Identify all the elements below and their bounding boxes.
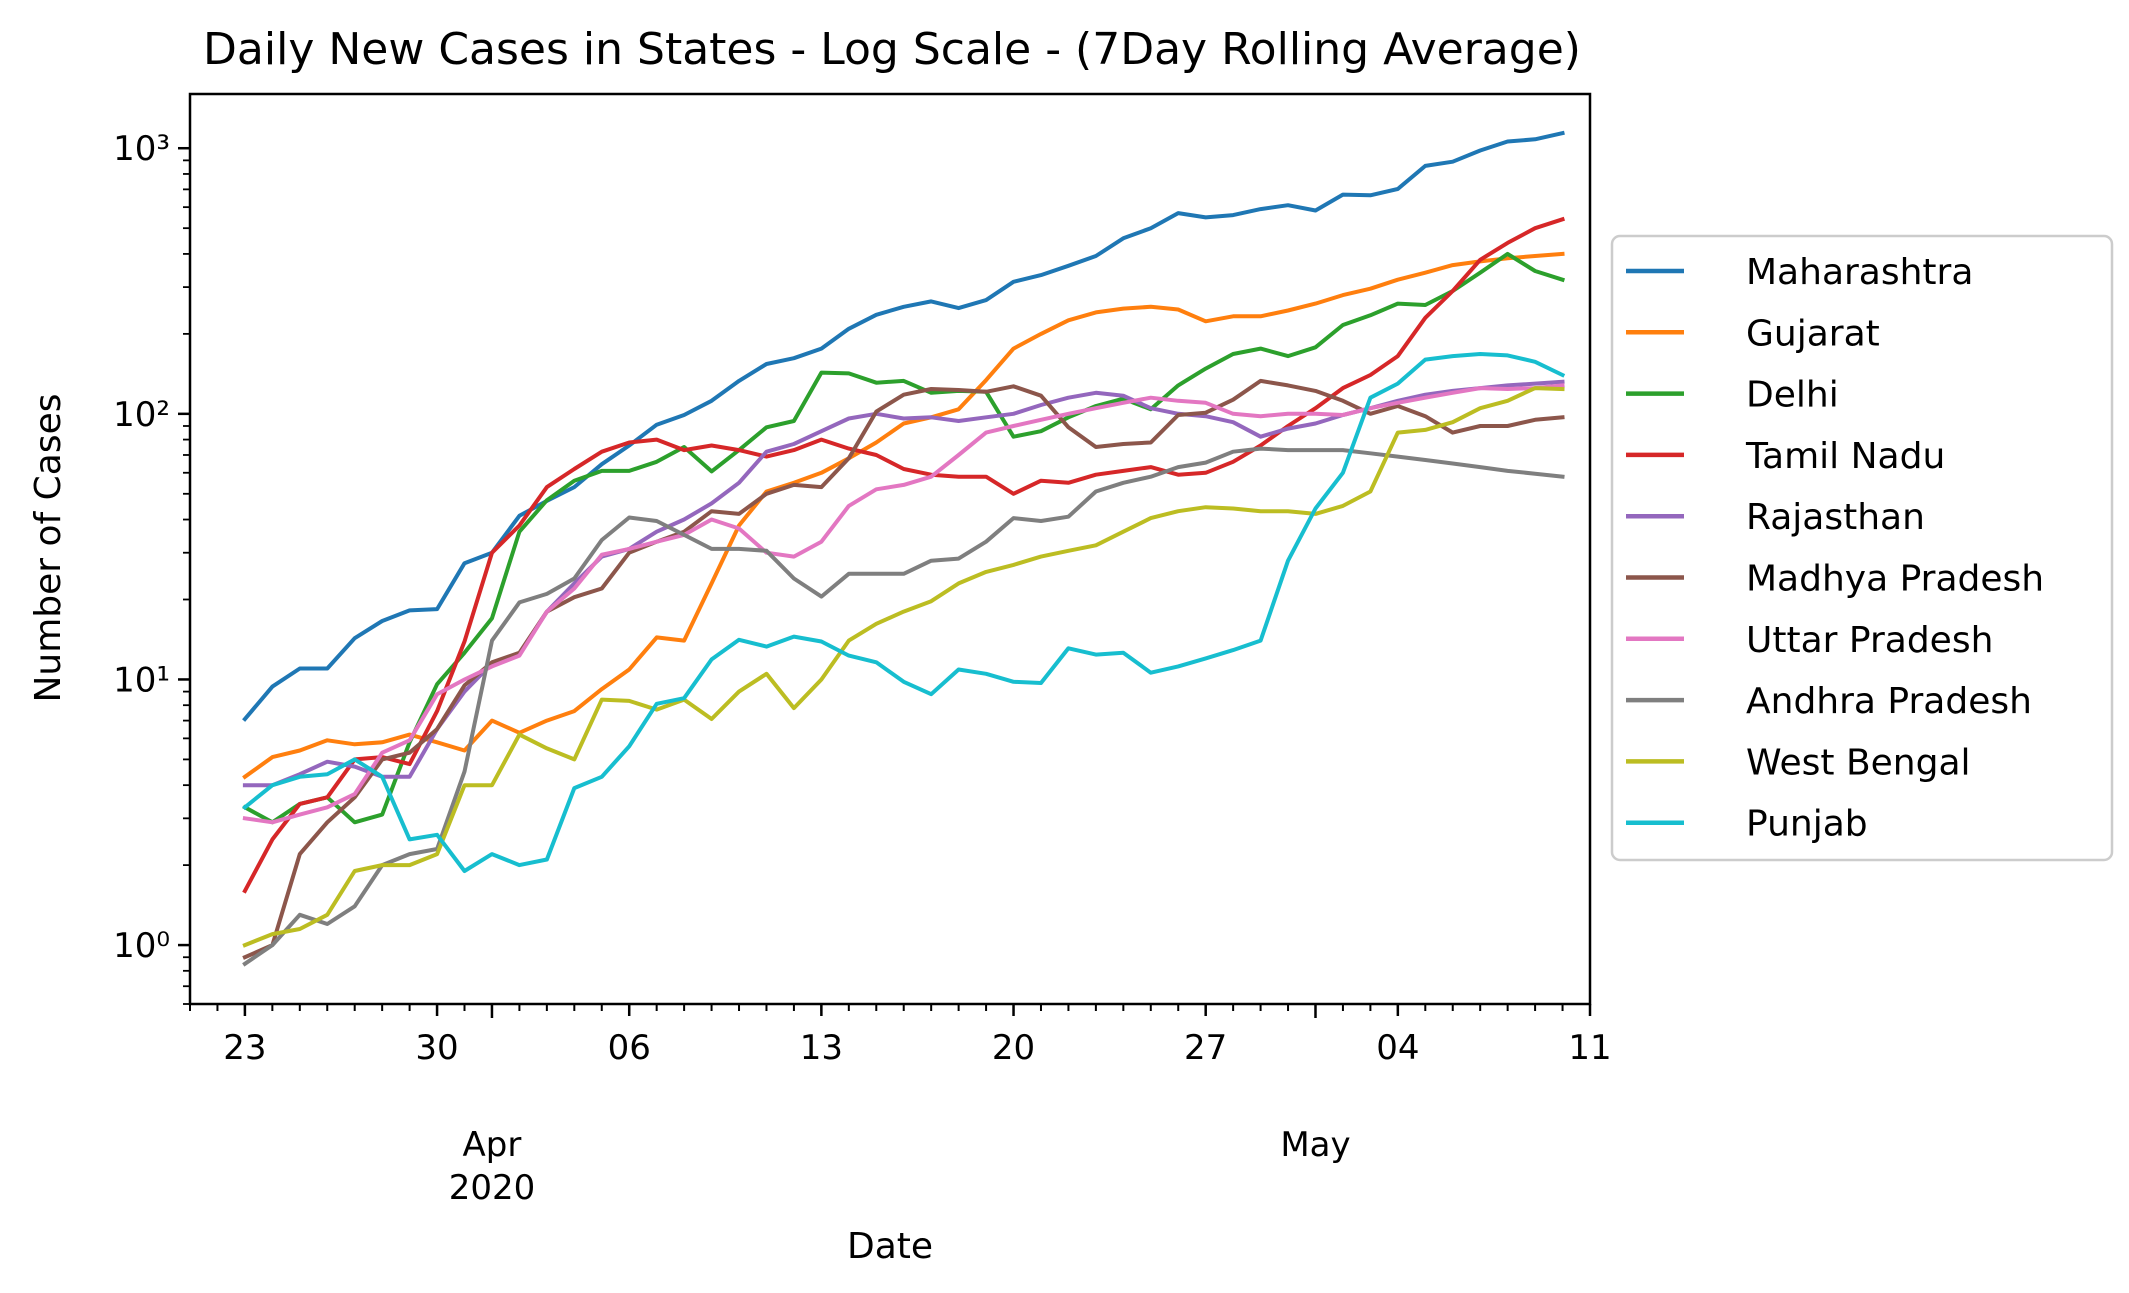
- x-tick-label: 13: [800, 1028, 843, 1068]
- x-tick-label: 20: [992, 1028, 1035, 1068]
- y-tick-label: 10²: [113, 395, 170, 435]
- legend-label: Gujarat: [1746, 313, 1880, 354]
- series-line-1: [242, 251, 1565, 780]
- x-year-label: 2020: [449, 1168, 536, 1208]
- x-month-label: Apr: [463, 1125, 522, 1165]
- y-axis: 10⁰ 10¹ 10² 10³: [113, 129, 190, 1005]
- y-tick-label: 10³: [113, 129, 170, 169]
- x-month-label: May: [1280, 1125, 1350, 1165]
- legend-label: Rajasthan: [1746, 497, 1925, 538]
- plot-area: [242, 130, 1566, 967]
- x-tick-label: 04: [1376, 1028, 1419, 1068]
- legend-label: Andhra Pradesh: [1746, 681, 2032, 722]
- series-line-4: [242, 379, 1565, 788]
- series-line-6: [242, 383, 1565, 825]
- x-tick-label: 30: [415, 1028, 458, 1068]
- x-axis-label: Date: [847, 1226, 933, 1267]
- legend: Maharashtra Gujarat Delhi Tamil Nadu Rajasth…: [1610, 234, 2114, 862]
- chart-title: Daily New Cases in States - Log Scale - …: [203, 24, 1581, 75]
- series-line-5: [242, 378, 1565, 960]
- x-tick-label: 11: [1568, 1028, 1611, 1068]
- plot-frame: [188, 92, 1592, 1006]
- legend-label: Delhi: [1746, 375, 1839, 416]
- series-line-3: [242, 216, 1566, 894]
- series-line-8: [242, 386, 1565, 948]
- series-line-2: [242, 251, 1566, 825]
- legend-label: Maharashtra: [1746, 252, 1973, 293]
- legend-label: West Bengal: [1746, 742, 1971, 783]
- series-line-7: [242, 446, 1565, 967]
- y-axis-label: Number of Cases: [28, 393, 69, 702]
- legend-label: Madhya Pradesh: [1746, 559, 2044, 600]
- legend-label: Uttar Pradesh: [1746, 620, 1993, 661]
- y-tick-label: 10⁰: [113, 926, 170, 966]
- series-line-9: [242, 352, 1566, 873]
- legend-box: [1610, 234, 2114, 862]
- legend-label: Tamil Nadu: [1745, 436, 1945, 477]
- series-line-0: [242, 130, 1565, 722]
- x-tick-label: 27: [1184, 1028, 1227, 1068]
- x-tick-label: 23: [223, 1028, 266, 1068]
- y-tick-label: 10¹: [113, 660, 170, 700]
- x-tick-label: 06: [608, 1028, 651, 1068]
- legend-label: Punjab: [1746, 804, 1868, 845]
